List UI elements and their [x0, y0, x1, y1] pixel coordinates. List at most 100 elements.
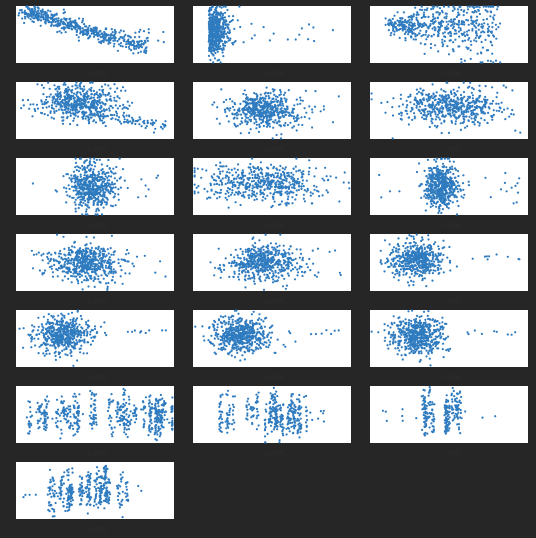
scatter-point: [484, 103, 487, 106]
scatter-point: [405, 99, 408, 102]
scatter-point: [309, 194, 312, 197]
scatter-point: [137, 196, 140, 199]
scatter-point: [40, 84, 43, 87]
scatter-point: [270, 179, 274, 182]
scatter-point: [447, 32, 450, 35]
scatter-point: [76, 86, 79, 89]
scatter-point: [289, 183, 292, 186]
scatter-point: [119, 44, 122, 48]
scatter-point: [245, 185, 249, 188]
scatter-point: [193, 171, 196, 174]
scatter-point: [267, 177, 270, 180]
scatter-point: [453, 183, 456, 186]
scatter-point: [420, 196, 423, 199]
scatter-point: [227, 176, 230, 179]
scatter-point: [22, 104, 25, 107]
scatter-point: [221, 51, 224, 54]
scatter-point: [483, 22, 486, 25]
scatter-point: [463, 115, 466, 118]
scatter-point: [473, 123, 476, 126]
scatter-point: [99, 29, 102, 33]
scatter-point: [423, 24, 426, 27]
scatter-point: [293, 104, 296, 107]
scatter-point: [436, 200, 439, 203]
scatter-point: [450, 32, 453, 35]
scatter-point: [250, 170, 253, 174]
scatter-point: [209, 31, 212, 34]
scatter-point: [26, 7, 30, 10]
scatter-point: [285, 180, 288, 183]
scatter-point: [306, 189, 309, 192]
scatter-point: [107, 40, 110, 43]
scatter-point: [275, 133, 278, 137]
scatter-point: [239, 25, 242, 29]
scatter-point: [43, 101, 46, 104]
scatter-point: [211, 5, 214, 8]
scatter-point: [439, 169, 442, 172]
scatter-point: [102, 206, 105, 209]
scatter-point: [404, 109, 407, 112]
scatter-point: [76, 91, 79, 94]
scatter-point: [289, 121, 292, 124]
scatter-point: [489, 60, 492, 63]
scatter-point: [100, 40, 103, 43]
scatter-point: [244, 113, 247, 116]
scatter-point: [243, 100, 247, 103]
scatter-point: [433, 105, 436, 108]
scatter-point: [121, 45, 124, 48]
scatter-point: [258, 123, 261, 126]
scatter-point: [280, 109, 283, 112]
scatter-point: [438, 180, 441, 184]
scatter-point: [476, 120, 479, 124]
scatter-point: [426, 7, 429, 10]
scatter-point: [425, 9, 428, 12]
scatter-point: [96, 179, 99, 182]
scatter-point: [123, 118, 126, 121]
scatter-point: [79, 173, 82, 176]
scatter-point: [290, 175, 293, 178]
scatter-point: [55, 87, 58, 90]
scatter-point: [216, 29, 219, 32]
scatter-point: [70, 180, 73, 183]
scatter-point: [31, 182, 34, 185]
scatter-point: [88, 160, 92, 163]
scatter-point: [226, 25, 229, 28]
scatter-point: [246, 103, 249, 106]
scatter-panel: x₁ (PCA): [12, 5, 182, 79]
scatter-point: [474, 119, 477, 122]
scatter-point: [98, 116, 101, 119]
scatter-panel: x₁ (PCA): [12, 157, 182, 231]
scatter-point: [430, 202, 433, 205]
scatter-point: [117, 118, 120, 122]
scatter-point: [80, 105, 83, 108]
scatter-point: [234, 191, 238, 194]
scatter-point: [57, 17, 60, 20]
scatter-point: [217, 42, 220, 46]
scatter-point: [61, 119, 64, 122]
scatter-point: [432, 15, 435, 18]
scatter-point: [484, 95, 487, 98]
scatter-point: [90, 92, 93, 96]
scatter-point: [37, 251, 40, 254]
scatter-point: [457, 116, 460, 119]
scatter-point: [223, 30, 226, 33]
scatter-point: [106, 176, 109, 179]
scatter-point: [422, 13, 425, 16]
scatter-point: [492, 5, 495, 8]
scatter-point: [215, 39, 218, 42]
scatter-point: [425, 29, 428, 33]
scatter-point: [100, 199, 103, 202]
scatter-panel: x₁ (PCA): [12, 81, 182, 155]
scatter-point: [486, 27, 489, 30]
scatter-point: [161, 127, 164, 130]
scatter-point: [466, 47, 469, 51]
scatter-point: [277, 185, 280, 189]
scatter-point: [453, 114, 456, 118]
scatter-point: [447, 171, 450, 174]
scatter-point: [430, 178, 433, 181]
scatter-point: [95, 100, 98, 103]
scatter-point: [279, 175, 282, 178]
scatter-point: [64, 83, 67, 86]
scatter-point: [469, 102, 472, 105]
scatter-point: [439, 157, 443, 160]
